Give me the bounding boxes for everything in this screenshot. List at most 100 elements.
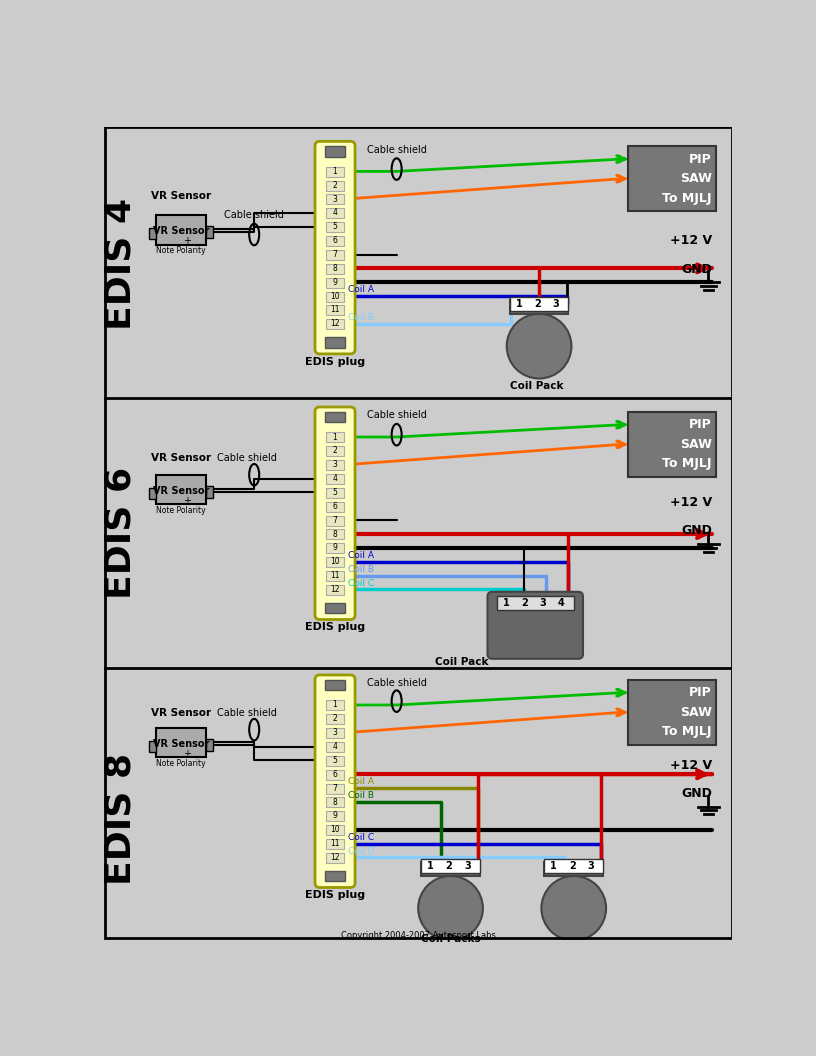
Text: 1: 1 — [333, 167, 337, 176]
Text: 3: 3 — [333, 729, 338, 737]
Bar — [326, 515, 344, 526]
Text: VR Sensor: VR Sensor — [151, 453, 211, 463]
Text: VR Sensor: VR Sensor — [153, 486, 209, 496]
Text: 11: 11 — [330, 571, 339, 580]
Bar — [206, 739, 213, 751]
Text: Cable shield: Cable shield — [366, 145, 427, 155]
Text: Coil B: Coil B — [348, 791, 374, 800]
Text: 10: 10 — [330, 825, 339, 834]
Text: Coil Pack: Coil Pack — [435, 657, 488, 667]
Text: To MJLJ: To MJLJ — [662, 192, 712, 205]
Text: 2: 2 — [333, 447, 337, 455]
Text: Note Polarity: Note Polarity — [156, 759, 206, 768]
Bar — [326, 167, 344, 176]
Bar — [421, 862, 480, 875]
Text: GND: GND — [681, 787, 712, 800]
Text: Cable shield: Cable shield — [366, 411, 427, 420]
Text: 11: 11 — [330, 305, 339, 315]
Bar — [326, 784, 344, 793]
Bar — [628, 146, 716, 211]
Bar — [326, 728, 344, 738]
Bar — [628, 680, 716, 746]
Text: +: + — [184, 496, 191, 506]
Text: 2: 2 — [521, 599, 528, 608]
Text: 3: 3 — [552, 299, 560, 308]
Bar — [325, 146, 345, 156]
Text: 3: 3 — [333, 460, 338, 469]
FancyBboxPatch shape — [315, 675, 355, 887]
Bar — [206, 486, 213, 497]
Text: Note Polarity: Note Polarity — [156, 506, 206, 514]
Text: Coil A: Coil A — [348, 551, 374, 560]
Text: SAW: SAW — [680, 705, 712, 719]
Bar — [326, 742, 344, 752]
Bar — [326, 571, 344, 581]
Bar — [326, 714, 344, 724]
Text: +12 V: +12 V — [670, 758, 712, 772]
Text: Cable shield: Cable shield — [224, 210, 284, 221]
Text: Coil B: Coil B — [348, 314, 374, 322]
Text: 12: 12 — [330, 319, 339, 328]
Text: +: + — [184, 750, 191, 759]
Text: 9: 9 — [333, 544, 338, 552]
Text: 9: 9 — [333, 811, 338, 821]
Bar — [326, 585, 344, 595]
Text: Coil C: Coil C — [348, 579, 375, 588]
Text: 3: 3 — [464, 861, 471, 871]
Text: 1: 1 — [550, 861, 557, 871]
Circle shape — [419, 875, 483, 941]
FancyBboxPatch shape — [315, 142, 355, 354]
Bar — [157, 215, 206, 245]
Bar — [326, 305, 344, 316]
Bar — [544, 859, 603, 873]
Text: Copyright 2004-2007 Autosport Labs: Copyright 2004-2007 Autosport Labs — [341, 930, 495, 940]
Text: To MJLJ: To MJLJ — [662, 725, 712, 738]
Bar — [326, 278, 344, 287]
Text: 8: 8 — [333, 264, 337, 272]
Text: 1: 1 — [516, 299, 522, 308]
Bar — [326, 838, 344, 849]
Text: Cable shield: Cable shield — [366, 678, 427, 689]
Bar — [326, 474, 344, 484]
Text: 1: 1 — [427, 861, 434, 871]
Bar — [326, 237, 344, 246]
Text: Cable shield: Cable shield — [216, 453, 277, 463]
Text: 12: 12 — [330, 585, 339, 593]
Bar — [326, 250, 344, 260]
Bar — [421, 859, 480, 873]
Bar — [325, 870, 345, 882]
Text: PIP: PIP — [689, 418, 712, 431]
Text: +12 V: +12 V — [670, 234, 712, 247]
Bar — [326, 460, 344, 470]
Text: Coil D: Coil D — [348, 847, 375, 855]
Text: EDIS plug: EDIS plug — [305, 890, 365, 900]
FancyBboxPatch shape — [487, 591, 583, 659]
Text: 12: 12 — [330, 853, 339, 862]
Text: SAW: SAW — [680, 438, 712, 451]
Bar — [149, 488, 157, 498]
Text: EDIS 6: EDIS 6 — [104, 467, 138, 599]
Text: 7: 7 — [333, 515, 338, 525]
Text: SAW: SAW — [680, 172, 712, 185]
Text: 11: 11 — [330, 840, 339, 848]
Text: Coil A: Coil A — [348, 777, 374, 787]
Text: 6: 6 — [333, 237, 338, 245]
Text: GND: GND — [681, 263, 712, 276]
Text: EDIS plug: EDIS plug — [305, 357, 365, 366]
Bar — [326, 222, 344, 232]
Text: To MJLJ: To MJLJ — [662, 457, 712, 471]
Text: 9: 9 — [333, 278, 338, 287]
Text: EDIS 4: EDIS 4 — [104, 199, 138, 331]
Circle shape — [507, 314, 571, 378]
Bar — [326, 181, 344, 191]
Text: 2: 2 — [534, 299, 541, 308]
Text: 2: 2 — [333, 714, 337, 723]
Bar — [326, 502, 344, 512]
Text: GND: GND — [681, 525, 712, 538]
Bar — [326, 700, 344, 711]
Text: 3: 3 — [333, 194, 338, 204]
Text: 4: 4 — [333, 474, 338, 483]
Text: 3: 3 — [588, 861, 594, 871]
Bar — [326, 447, 344, 456]
Text: 4: 4 — [333, 742, 338, 751]
